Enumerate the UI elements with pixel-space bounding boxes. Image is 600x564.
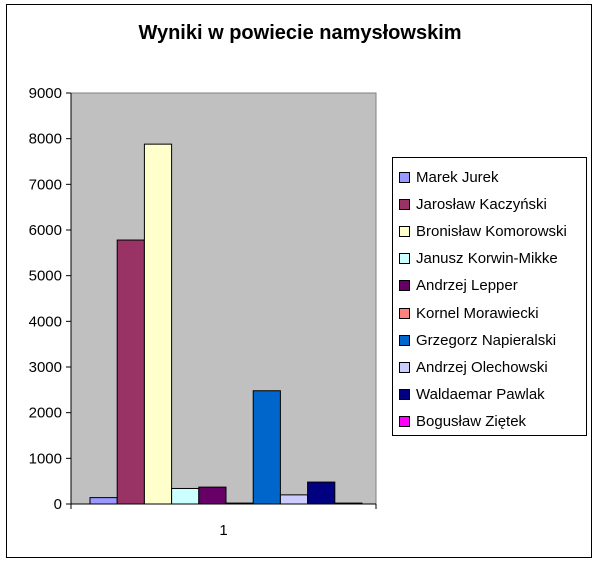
legend-label: Bogusław Ziętek bbox=[416, 413, 527, 431]
legend-swatch bbox=[399, 334, 410, 346]
legend-item: Grzegorz Napieralski bbox=[399, 330, 556, 350]
y-tick-label: 0 bbox=[54, 496, 62, 513]
legend-label: Jarosław Kaczyński bbox=[416, 195, 547, 213]
legend-swatch bbox=[399, 253, 410, 265]
bar bbox=[225, 502, 254, 505]
y-tick-label: 6000 bbox=[29, 222, 62, 239]
bar bbox=[116, 239, 145, 505]
legend-item: Waldaemar Pawlak bbox=[399, 385, 545, 405]
legend-item: Bronisław Komorowski bbox=[399, 221, 567, 241]
bar bbox=[307, 481, 336, 505]
legend-swatch bbox=[399, 307, 410, 319]
legend: Marek Jurek Jarosław Kaczyński Bronisław K… bbox=[392, 157, 587, 436]
y-tick-label: 1000 bbox=[29, 450, 62, 467]
bar bbox=[89, 497, 118, 505]
legend-label: Grzegorz Napieralski bbox=[416, 331, 557, 349]
bar bbox=[334, 502, 363, 505]
legend-label: Andrzej Lepper bbox=[416, 277, 518, 295]
y-tick-label: 3000 bbox=[29, 359, 62, 376]
legend-item: Andrzej Lepper bbox=[399, 276, 518, 296]
legend-item: Andrzej Olechowski bbox=[399, 357, 548, 377]
legend-label: Waldaemar Pawlak bbox=[416, 386, 545, 404]
legend-label: Janusz Korwin-Mikke bbox=[416, 250, 558, 268]
legend-swatch bbox=[399, 225, 410, 237]
y-tick-label: 8000 bbox=[29, 131, 62, 148]
legend-label: Kornel Morawiecki bbox=[416, 304, 539, 322]
legend-label: Andrzej Olechowski bbox=[416, 358, 548, 376]
legend-swatch bbox=[399, 280, 410, 292]
legend-swatch bbox=[399, 389, 410, 401]
legend-item: Jarosław Kaczyński bbox=[399, 194, 547, 214]
bar bbox=[279, 494, 309, 505]
legend-item: Marek Jurek bbox=[399, 167, 499, 187]
legend-swatch bbox=[399, 198, 410, 210]
legend-item: Kornel Morawiecki bbox=[399, 303, 539, 323]
legend-item: Janusz Korwin-Mikke bbox=[399, 249, 558, 269]
chart-title: Wyniki w powiecie namysłowskim bbox=[138, 22, 462, 44]
bar bbox=[171, 487, 200, 505]
y-tick-label: 2000 bbox=[29, 405, 62, 422]
legend-label: Bronisław Komorowski bbox=[416, 222, 567, 240]
legend-swatch bbox=[399, 171, 410, 183]
y-tick-label: 7000 bbox=[29, 176, 62, 193]
y-tick-label: 5000 bbox=[29, 268, 62, 285]
legend-item: Bogusław Ziętek bbox=[399, 412, 526, 432]
legend-label: Marek Jurek bbox=[416, 168, 499, 186]
legend-swatch bbox=[399, 361, 410, 373]
y-tick-label: 4000 bbox=[29, 313, 62, 330]
legend-swatch bbox=[399, 416, 410, 428]
bar bbox=[198, 486, 227, 505]
bar bbox=[143, 143, 173, 505]
x-category-label: 1 bbox=[219, 522, 227, 539]
bar bbox=[252, 390, 281, 505]
y-tick-label: 9000 bbox=[29, 85, 62, 102]
plot-area: 0 1000 2000 3000 4000 5000 6000 7000 8000 9000 1 bbox=[29, 85, 377, 539]
